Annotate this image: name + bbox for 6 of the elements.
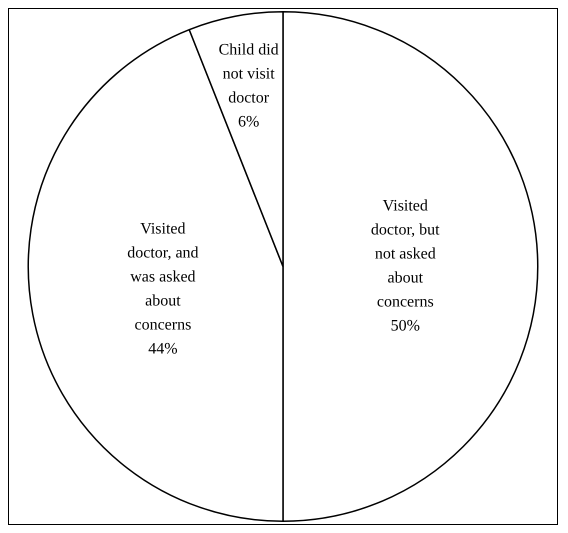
slice-label: Visited doctor, but not asked about concerns bbox=[370, 198, 440, 311]
data-label: 6% bbox=[238, 114, 260, 131]
slice-label: Child did not visit doctor bbox=[218, 42, 279, 107]
slice-label: Visited doctor, and was asked about concerns bbox=[127, 220, 199, 334]
data-label: 50% bbox=[390, 318, 420, 335]
data-label: 44% bbox=[148, 340, 178, 358]
